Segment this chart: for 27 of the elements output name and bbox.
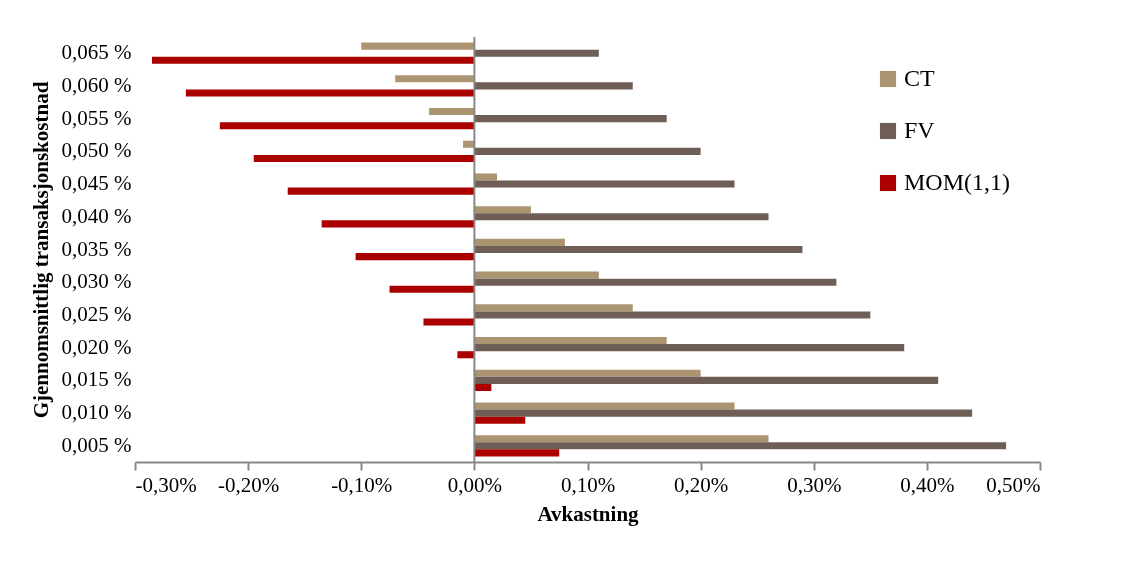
x-tick-label: 0,10% — [560, 472, 616, 497]
x-tick-label: 0,30% — [787, 472, 842, 497]
y-tick-label: 0,045 % — [61, 171, 132, 196]
x-tick-label: 0,20% — [674, 472, 729, 497]
x-tick-label: -0,10% — [331, 472, 393, 497]
y-tick-label: 0,015 % — [61, 367, 132, 392]
legend-label: CT — [904, 65, 936, 91]
y-tick-label: 0,025 % — [61, 301, 132, 326]
x-tick-label: 0,50% — [986, 472, 1041, 497]
y-axis-title: Gjennomsnittlig transaksjonskostnad — [28, 81, 53, 419]
y-tick-label: 0,060 % — [61, 72, 132, 97]
y-tick-label: 0,030 % — [61, 269, 132, 294]
y-tick-label: 0,010 % — [61, 400, 132, 425]
legend-label: FV — [904, 117, 936, 143]
legend-label: MOM(1,1) — [904, 169, 1010, 195]
x-tick-label: -0,20% — [218, 472, 280, 497]
y-tick-label: 0,005 % — [61, 432, 132, 457]
y-tick-label: 0,040 % — [61, 203, 132, 228]
y-tick-label: 0,020 % — [61, 334, 132, 359]
x-tick-label: 0,00% — [447, 472, 502, 497]
y-tick-label: 0,050 % — [61, 138, 132, 163]
y-tick-label: 0,055 % — [61, 105, 132, 130]
y-tick-label: 0,035 % — [61, 236, 132, 261]
x-tick-label: -0,30% — [135, 472, 197, 497]
x-tick-label: 0,40% — [900, 472, 955, 497]
x-axis-title: Avkastning — [537, 501, 640, 526]
y-tick-label: 0,065 % — [61, 40, 132, 65]
